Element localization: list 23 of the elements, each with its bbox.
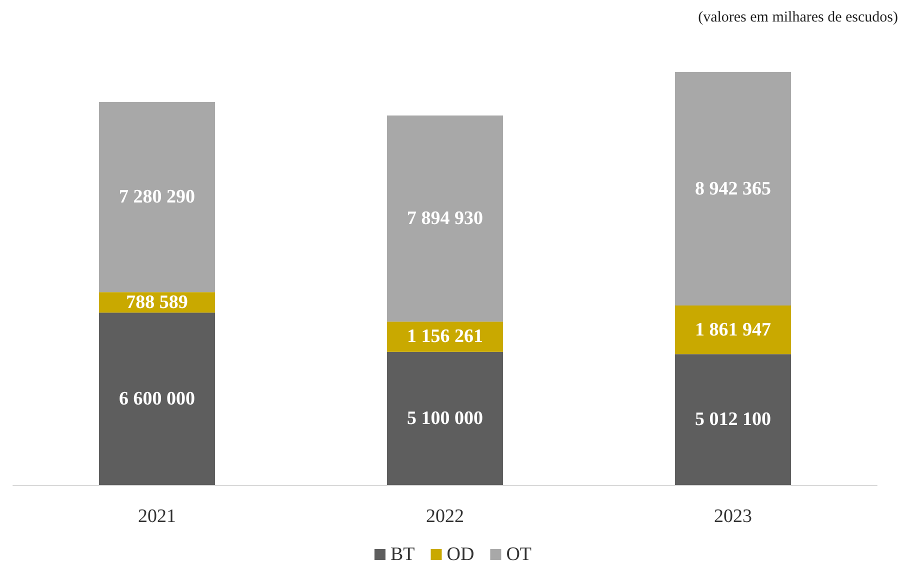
data-label: 6 600 000 (119, 388, 195, 410)
x-tick-label: 2022 (426, 506, 464, 527)
x-tick-label: 2023 (714, 506, 752, 527)
data-label: 5 012 100 (695, 409, 771, 430)
x-tick-label: 2021 (138, 506, 176, 527)
legend-label: OT (506, 544, 532, 565)
data-label: 1 156 261 (407, 326, 483, 348)
data-label: 1 861 947 (695, 319, 772, 340)
text: (valores em milhares de escudos) (698, 10, 898, 26)
bar (99, 102, 215, 292)
bar (675, 72, 791, 306)
bar (387, 115, 503, 322)
legend-label: OD (446, 544, 474, 565)
data-label: 8 942 365 (695, 178, 771, 200)
legend-label: BT (390, 544, 416, 565)
bar (387, 352, 503, 485)
data-label: 7 894 930 (407, 208, 483, 230)
bar (99, 312, 215, 485)
bar (675, 306, 791, 354)
data-label: 7 280 290 (119, 186, 195, 208)
bar (675, 354, 791, 485)
data-label: 788 589 (126, 292, 188, 313)
data-label: 5 100 000 (407, 408, 483, 429)
